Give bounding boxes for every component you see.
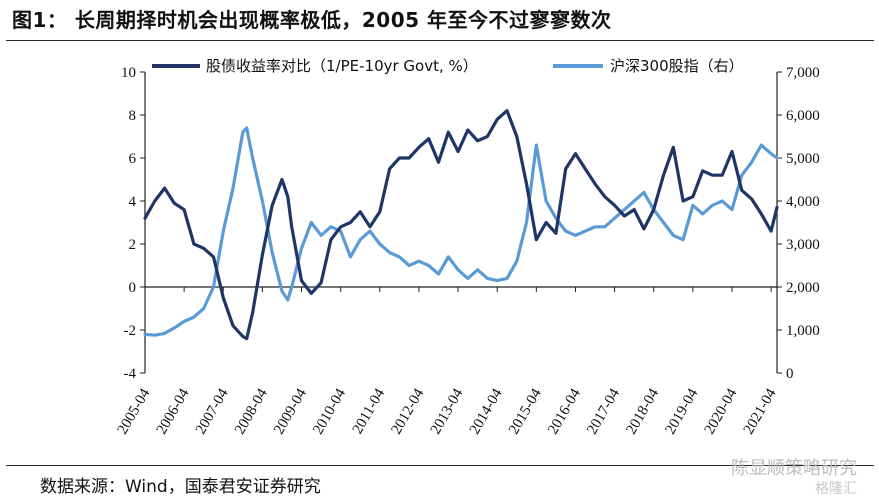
title-rule xyxy=(6,40,874,41)
left-tick-label: -4 xyxy=(124,366,137,382)
x-tick-label: 2020-04 xyxy=(702,386,741,438)
watermark-sub: 格隆汇 xyxy=(815,481,857,497)
right-tick-label: 3,000 xyxy=(786,237,820,253)
x-tick-label: 2012-04 xyxy=(389,386,428,438)
x-tick-label: 2017-04 xyxy=(584,386,623,438)
left-axis-ticks: -4 -2 0 2 4 6 8 10 xyxy=(121,65,145,382)
left-tick-label: 0 xyxy=(129,280,137,296)
x-tick-label: 2008-04 xyxy=(232,386,271,438)
right-tick-label: 5,000 xyxy=(786,151,820,167)
right-tick-label: 4,000 xyxy=(786,194,820,210)
x-tick-label: 2015-04 xyxy=(506,386,545,438)
x-tick-label: 2019-04 xyxy=(662,386,701,438)
right-tick-label: 2,000 xyxy=(786,280,820,296)
x-tick-label: 2007-04 xyxy=(193,386,232,438)
x-tick-label: 2009-04 xyxy=(271,386,310,438)
x-tick-label: 2011-04 xyxy=(350,386,389,437)
x-tick-label: 2006-04 xyxy=(154,386,193,438)
x-tick-label: 2013-04 xyxy=(428,386,467,438)
x-tick-label: 2014-04 xyxy=(467,386,506,438)
left-tick-label: -2 xyxy=(124,323,137,339)
left-tick-label: 10 xyxy=(121,65,136,81)
series-line-yield-spread xyxy=(143,109,779,341)
x-axis-ticks: 2005-04 2006-04 2007-04 2008-04 2009-04 2010-… xyxy=(115,287,780,437)
legend: 股债收益率对比（1/PE-10yr Govt, %） 沪深300股指（右） xyxy=(152,57,744,75)
x-tick-label: 2016-04 xyxy=(545,386,584,438)
left-tick-label: 8 xyxy=(129,108,137,124)
left-tick-label: 6 xyxy=(129,151,137,167)
source-note: 数据来源：Wind，国泰君安证券研究 xyxy=(40,477,321,497)
right-tick-label: 1,000 xyxy=(786,323,820,339)
x-tick-label: 2018-04 xyxy=(623,386,662,438)
x-tick-label: 2010-04 xyxy=(310,386,349,438)
right-tick-label: 6,000 xyxy=(786,108,820,124)
legend-label: 股债收益率对比（1/PE-10yr Govt, %） xyxy=(206,57,478,75)
series-group xyxy=(143,109,779,341)
series-line-csi300 xyxy=(143,126,779,337)
source-rule xyxy=(6,465,874,466)
x-tick-label: 2021-04 xyxy=(741,386,780,438)
watermark: 陈显顺策略研究 xyxy=(731,458,857,479)
x-tick-label: 2005-04 xyxy=(115,386,154,438)
right-axis-ticks: 0 1,000 2,000 3,000 4,000 5,000 6,000 7,000 xyxy=(777,65,820,382)
legend-label: 沪深300股指（右） xyxy=(610,57,744,75)
right-tick-label: 0 xyxy=(786,366,794,382)
right-tick-label: 7,000 xyxy=(786,65,820,81)
left-tick-label: 2 xyxy=(129,237,137,253)
figure-title: 图1： 长周期择时机会出现概率极低，2005 年至今不过寥寥数次 xyxy=(12,8,612,32)
left-tick-label: 4 xyxy=(129,194,137,210)
